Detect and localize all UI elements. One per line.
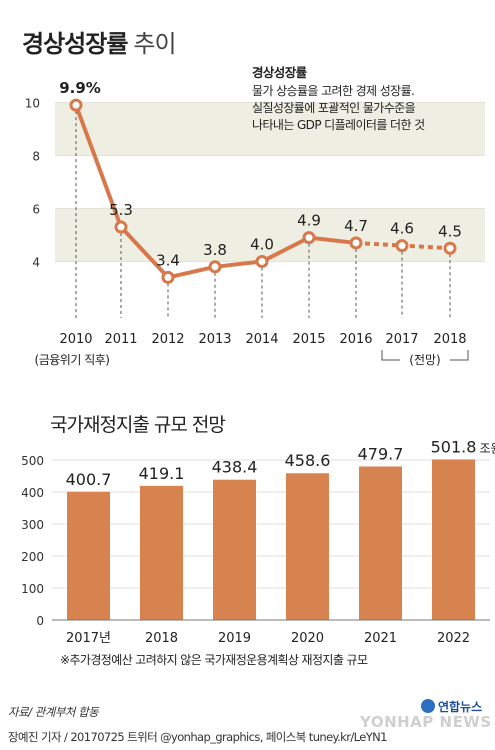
- data-label: 5.3: [109, 201, 133, 219]
- source-text: 자료/ 관계부처 합동: [8, 705, 99, 719]
- bar: [67, 491, 110, 620]
- data-point: [443, 241, 457, 255]
- bar: [213, 479, 256, 620]
- x-tick-label: 2017년: [66, 631, 111, 646]
- data-label: 3.8: [203, 241, 227, 259]
- spending-bar-chart: 0 100 200 300 400 500 400.7 2017년 419.1 2018 438.4…: [21, 437, 495, 646]
- x-tick-label: 2012: [151, 332, 184, 347]
- data-label: 9.9%: [59, 79, 101, 97]
- y-tick-label: 8: [32, 150, 40, 164]
- grid-band: [55, 102, 485, 156]
- x-tick-label: 2016: [339, 332, 372, 347]
- note-line: 실질성장률에 포괄적인 물가수준을: [252, 101, 416, 115]
- growth-line-chart: 4 6 8 10 9.9% 5.3 3.4 3.8 4.0 4.9 4.7 4.6 4.5 2010 201…: [25, 79, 485, 368]
- x-tick-label: 2013: [198, 332, 231, 347]
- y-tick-label: 400: [21, 486, 44, 500]
- x-tick-label: 2018: [145, 631, 178, 646]
- data-label: 4.0: [250, 236, 274, 254]
- definition-note: 경상성장률 물가 상승률을 고려한 경제 성장률. 실질성장률에 포괄적인 물가…: [252, 64, 488, 134]
- page-title: 경상성장률 추이: [22, 24, 177, 59]
- x-tick-label: 2011: [104, 332, 137, 347]
- logo-mark-icon: [421, 699, 435, 713]
- x-tick-label: 2021: [364, 631, 397, 646]
- x-tick-label: 2010: [59, 332, 92, 347]
- data-label: 4.5: [438, 222, 462, 240]
- footnote: ※추가경정예산 고려하지 않은 국가재정운용계획상 재정지출 규모: [60, 653, 368, 667]
- data-label: 4.7: [344, 217, 368, 235]
- bar: [432, 459, 475, 620]
- bar-chart-title: 국가재정지출 규모 전망: [50, 414, 226, 436]
- title-sub: 추이: [133, 30, 176, 58]
- bar-value-label: 479.7: [358, 444, 404, 463]
- bar: [286, 473, 329, 620]
- y-tick-label: 500: [21, 454, 44, 468]
- data-point: [161, 270, 175, 284]
- logo-name: 연합뉴스: [438, 699, 482, 714]
- note-title: 경상성장률: [252, 65, 307, 80]
- x-tick-label: 2017: [385, 332, 418, 347]
- data-label: 3.4: [156, 251, 180, 269]
- x-tick-label: 2014: [245, 332, 278, 347]
- annotation-crisis: (금융위기 직후): [35, 353, 110, 367]
- projection-label-bg: [400, 352, 450, 368]
- bar: [359, 466, 402, 620]
- credit-text: 장예진 기자 / 20170725 트위터 @yonhap_graphics, …: [8, 730, 387, 744]
- data-point: [69, 98, 83, 112]
- x-tick-label: 2022: [437, 631, 470, 646]
- bar-value-label: 501.8: [431, 437, 477, 456]
- data-point: [302, 231, 316, 245]
- unit-label: 조원: [480, 441, 495, 455]
- y-tick-label: 10: [25, 97, 40, 111]
- y-tick-label: 0: [36, 614, 44, 628]
- x-tick-label: 2020: [291, 631, 324, 646]
- bar-value-label: 400.7: [66, 470, 112, 489]
- y-tick-label: 300: [21, 518, 44, 532]
- x-tick-label: 2015: [292, 332, 325, 347]
- data-point: [349, 236, 363, 250]
- bar-value-label: 438.4: [212, 458, 258, 477]
- data-point: [114, 220, 128, 234]
- y-tick-label: 200: [21, 550, 44, 564]
- annotation-projection: (전망): [409, 353, 440, 367]
- yonhap-logo: 연합뉴스 YONHAP NEWS: [312, 694, 492, 738]
- data-point: [255, 255, 269, 268]
- bar: [140, 485, 183, 620]
- note-line: 물가 상승률을 고려한 경제 성장률.: [252, 84, 415, 98]
- y-tick-label: 4: [32, 256, 40, 270]
- bar-value-label: 458.6: [285, 451, 331, 470]
- y-tick-label: 6: [32, 203, 40, 217]
- x-tick-label: 2018: [433, 332, 466, 347]
- y-tick-label: 100: [21, 582, 44, 596]
- bar-value-label: 419.1: [139, 464, 185, 483]
- data-point: [208, 260, 222, 274]
- logo-latin: YONHAP NEWS: [359, 713, 492, 731]
- data-label: 4.9: [297, 212, 321, 230]
- title-main: 경상성장률: [22, 30, 128, 58]
- note-line: 나타내는 GDP 디플레이터를 더한 것: [252, 118, 425, 132]
- data-label: 4.6: [390, 220, 414, 238]
- data-point: [395, 239, 409, 253]
- x-tick-label: 2019: [218, 631, 251, 646]
